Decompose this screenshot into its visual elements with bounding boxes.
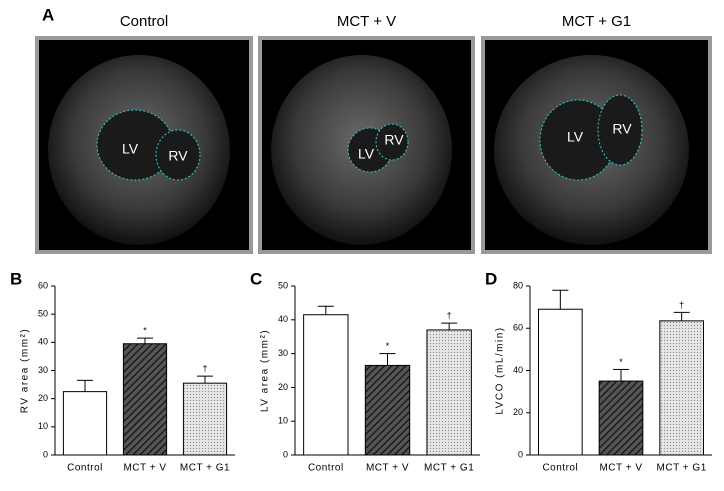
bar: [303, 314, 349, 456]
image-title: MCT + V: [337, 13, 396, 30]
x-tick-label: MCT + V: [599, 463, 642, 474]
y-axis-label: RV area (mm²): [20, 328, 31, 413]
x-tick-label: MCT + G1: [180, 463, 230, 474]
chamber-outline: [155, 129, 201, 181]
y-tick-label: 50: [38, 309, 48, 319]
y-axis-label: LVCO (mL/min): [495, 326, 506, 414]
significance-mark: *: [386, 341, 390, 351]
chamber-label: RV: [168, 148, 188, 164]
significance-mark: *: [143, 325, 147, 335]
image-title: MCT + G1: [562, 13, 631, 30]
chamber-outline: [375, 123, 409, 161]
x-tick-label: MCT + G1: [424, 463, 474, 474]
y-tick-label: 30: [38, 365, 48, 375]
chamber-label: LV: [358, 146, 375, 162]
panel-label: A: [42, 5, 54, 24]
y-tick-label: 0: [518, 449, 523, 459]
significance-mark: †: [679, 300, 684, 310]
panel-label: C: [250, 269, 262, 288]
y-tick-label: 30: [278, 348, 288, 358]
y-tick-label: 50: [278, 280, 288, 290]
y-tick-label: 40: [513, 365, 523, 375]
chamber-outline: [597, 94, 643, 166]
x-tick-label: Control: [542, 463, 578, 474]
y-tick-label: 80: [513, 280, 523, 290]
panel-label: B: [10, 269, 22, 288]
y-tick-label: 60: [38, 280, 48, 290]
y-tick-label: 20: [278, 382, 288, 392]
y-tick-label: 40: [278, 314, 288, 324]
bar: [537, 308, 583, 456]
y-tick-label: 20: [38, 393, 48, 403]
significance-mark: †: [447, 311, 452, 321]
x-tick-label: MCT + G1: [657, 463, 707, 474]
panel-label: D: [485, 269, 497, 288]
y-tick-label: 0: [283, 449, 288, 459]
bar: [426, 329, 472, 456]
y-axis-label: LV area (mm²): [260, 329, 271, 412]
significance-mark: *: [619, 357, 623, 367]
bar: [598, 380, 644, 456]
chamber-label: LV: [122, 141, 139, 157]
bar: [182, 382, 228, 456]
y-tick-label: 10: [38, 421, 48, 431]
significance-mark: †: [202, 364, 207, 374]
bar: [62, 391, 108, 456]
y-tick-label: 60: [513, 323, 523, 333]
bar: [364, 364, 411, 456]
chamber-label: RV: [384, 132, 404, 148]
chamber-label: RV: [612, 121, 632, 137]
x-tick-label: MCT + V: [366, 463, 409, 474]
x-tick-label: Control: [67, 463, 103, 474]
chamber-label: LV: [567, 129, 584, 145]
bar: [122, 343, 168, 456]
y-tick-label: 20: [513, 407, 523, 417]
bar: [659, 320, 705, 456]
x-tick-label: Control: [308, 463, 344, 474]
y-tick-label: 40: [38, 337, 48, 347]
image-title: Control: [120, 13, 168, 30]
y-tick-label: 10: [278, 416, 288, 426]
x-tick-label: MCT + V: [123, 463, 166, 474]
y-tick-label: 0: [43, 449, 48, 459]
